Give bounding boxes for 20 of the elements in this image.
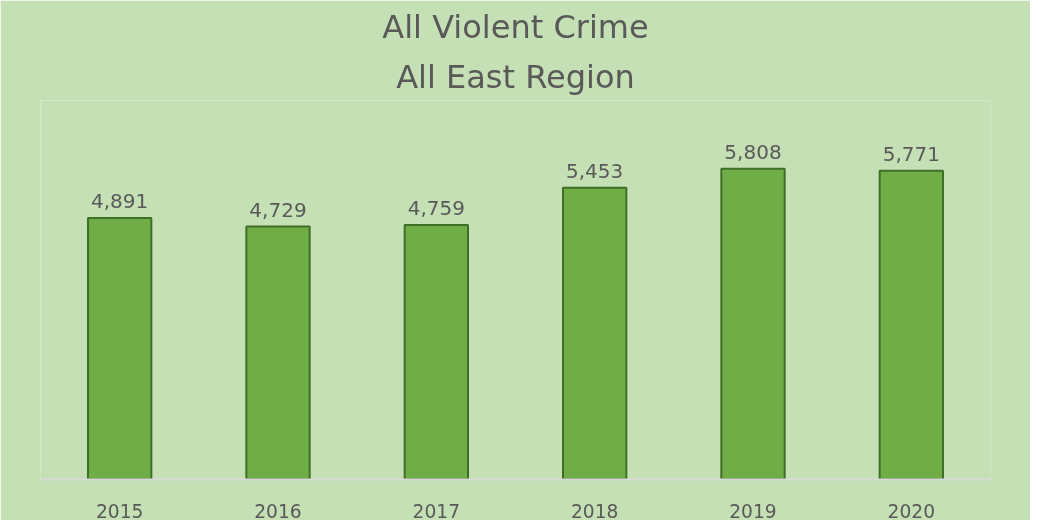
x-tick-label: 2017 bbox=[412, 500, 461, 522]
x-tick-label: 2019 bbox=[729, 500, 777, 522]
bar bbox=[403, 223, 469, 480]
bar bbox=[562, 186, 628, 480]
data-label: 4,891 bbox=[91, 188, 149, 213]
data-label: 4,729 bbox=[249, 197, 307, 222]
bar bbox=[245, 225, 311, 480]
bar bbox=[87, 216, 153, 480]
chart-subtitle: All East Region bbox=[396, 57, 635, 96]
x-tick-label: 2018 bbox=[570, 500, 619, 522]
x-tick-label: 2016 bbox=[254, 500, 302, 522]
data-label: 5,453 bbox=[566, 158, 624, 183]
data-label: 4,759 bbox=[407, 195, 465, 220]
x-tick-label: 2020 bbox=[887, 500, 936, 522]
data-label: 5,808 bbox=[724, 139, 782, 164]
bar bbox=[878, 169, 944, 480]
chart-title: All Violent Crime bbox=[382, 7, 649, 46]
x-tick-label: 2015 bbox=[95, 500, 144, 522]
data-label: 5,771 bbox=[882, 141, 940, 166]
bar bbox=[720, 167, 786, 480]
